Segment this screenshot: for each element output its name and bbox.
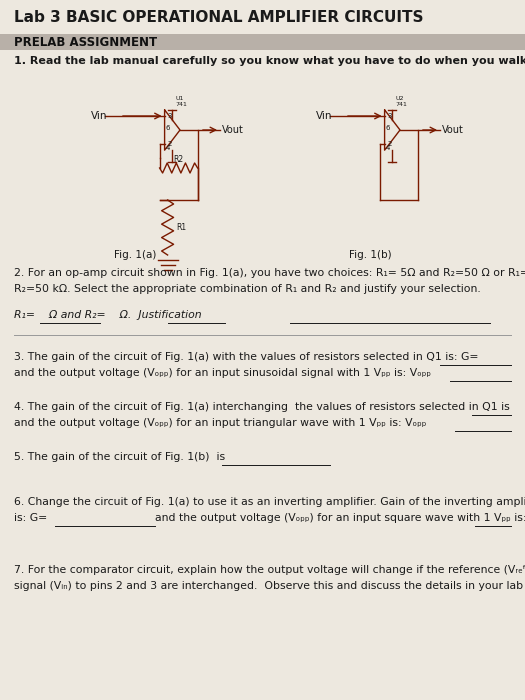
Text: Vin: Vin [91,111,108,121]
Text: and the output voltage (Vₒₚₚ) for an input square wave with 1 Vₚₚ is: Vₒₚₚ: and the output voltage (Vₒₚₚ) for an inp… [155,513,525,523]
Text: 7. For the comparator circuit, explain how the output voltage will change if the: 7. For the comparator circuit, explain h… [14,565,525,575]
Text: 2. For an op-amp circuit shown in Fig. 1(a), you have two choices: R₁= 5Ω and R₂: 2. For an op-amp circuit shown in Fig. 1… [14,268,525,278]
Text: 6: 6 [386,125,391,131]
Text: 1. Read the lab manual carefully so you know what you have to do when you walk i: 1. Read the lab manual carefully so you … [14,56,525,66]
Text: 4: 4 [166,145,171,151]
Text: 2: 2 [167,141,172,147]
Text: 4. The gain of the circuit of Fig. 1(a) interchanging  the values of resistors s: 4. The gain of the circuit of Fig. 1(a) … [14,402,510,412]
Text: Vout: Vout [222,125,244,135]
Text: R₁=    Ω and R₂=    Ω.  Justification: R₁= Ω and R₂= Ω. Justification [14,310,202,320]
Text: 2: 2 [387,141,392,147]
Text: signal (Vᵢₙ) to pins 2 and 3 are interchanged.  Observe this and discuss the det: signal (Vᵢₙ) to pins 2 and 3 are interch… [14,581,525,591]
Text: 3: 3 [387,113,392,119]
Text: Fig. 1(b): Fig. 1(b) [349,250,391,260]
Text: Vout: Vout [442,125,464,135]
Text: Fig. 1(a): Fig. 1(a) [114,250,156,260]
Text: U1: U1 [175,96,183,101]
Text: 741: 741 [175,102,187,107]
Text: and the output voltage (Vₒₚₚ) for an input sinusoidal signal with 1 Vₚₚ is: Vₒₚₚ: and the output voltage (Vₒₚₚ) for an inp… [14,368,431,378]
Text: R₂=50 kΩ. Select the appropriate combination of R₁ and R₂ and justify your selec: R₂=50 kΩ. Select the appropriate combina… [14,284,481,294]
Text: 6. Change the circuit of Fig. 1(a) to use it as an inverting amplifier. Gain of : 6. Change the circuit of Fig. 1(a) to us… [14,497,525,507]
Text: U2: U2 [395,96,404,101]
Text: 6: 6 [166,125,171,131]
Text: PRELAB ASSIGNMENT: PRELAB ASSIGNMENT [14,36,157,49]
Text: 741: 741 [395,102,407,107]
Text: R2: R2 [174,155,184,164]
Text: 3: 3 [167,113,172,119]
Text: R1: R1 [176,223,187,232]
Text: 4: 4 [386,145,391,151]
Bar [0,34,525,50]
Text: 5. The gain of the circuit of Fig. 1(b)  is: 5. The gain of the circuit of Fig. 1(b) … [14,452,225,462]
Text: Vin: Vin [316,111,332,121]
Text: and the output voltage (Vₒₚₚ) for an input triangular wave with 1 Vₚₚ is: Vₒₚₚ: and the output voltage (Vₒₚₚ) for an inp… [14,418,426,428]
Text: Lab 3 BASIC OPERATIONAL AMPLIFIER CIRCUITS: Lab 3 BASIC OPERATIONAL AMPLIFIER CIRCUI… [14,10,424,25]
Text: 3. The gain of the circuit of Fig. 1(a) with the values of resistors selected in: 3. The gain of the circuit of Fig. 1(a) … [14,352,478,362]
Text: is: G=: is: G= [14,513,47,523]
